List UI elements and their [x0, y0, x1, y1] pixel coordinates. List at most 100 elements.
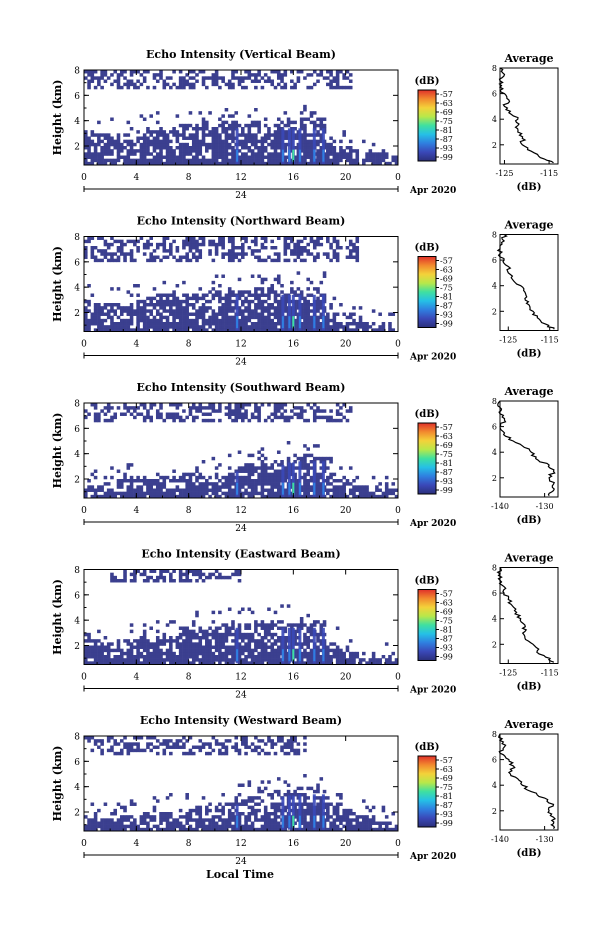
echo-cell — [116, 482, 121, 486]
echo-cell — [191, 751, 196, 756]
echo-cell — [293, 488, 297, 492]
echo-cell — [146, 303, 150, 307]
echo-cell — [182, 242, 186, 247]
echo-cell — [348, 661, 353, 665]
echo-cell — [195, 149, 199, 153]
echo-cell — [188, 736, 193, 740]
average-frame — [499, 234, 559, 331]
echo-cell — [293, 636, 297, 640]
echo-cell — [276, 277, 281, 282]
strong-echo-streak — [287, 462, 291, 497]
echo-cell — [263, 315, 268, 320]
echo-cell — [267, 472, 271, 477]
echo-cell — [270, 328, 275, 332]
echo-cell — [247, 403, 252, 407]
echo-cell — [136, 161, 140, 166]
echo-cell — [103, 821, 108, 825]
echo-cell — [273, 133, 278, 137]
echo-cell — [188, 296, 193, 301]
echo-cell — [296, 155, 301, 159]
echo-cell — [355, 494, 360, 499]
echo-cell — [388, 325, 392, 329]
echo-cell — [263, 463, 268, 467]
echo-cell — [247, 139, 252, 144]
echo-cell — [110, 303, 114, 307]
echo-cell — [276, 315, 281, 320]
echo-cell — [221, 485, 225, 489]
echo-cell — [129, 152, 134, 156]
echo-cell — [201, 475, 206, 480]
echo-cell — [126, 748, 131, 753]
echo-cell — [257, 466, 261, 470]
echo-cell — [237, 139, 242, 144]
echo-cell — [267, 296, 271, 301]
echo-cell — [218, 152, 222, 156]
echo-cell — [250, 824, 255, 829]
echo-cell — [218, 479, 222, 483]
echo-cell — [214, 575, 219, 580]
echo-cell — [247, 453, 252, 458]
echo-cell — [152, 315, 157, 320]
echo-cell — [123, 155, 127, 159]
echo-cell — [296, 812, 301, 816]
echo-cell — [126, 485, 131, 489]
echo-cell — [195, 827, 199, 832]
colorbar-unit: (dB) — [415, 243, 440, 254]
echo-cell — [162, 661, 167, 665]
echo-cell — [227, 258, 232, 263]
echo-cell — [299, 158, 304, 163]
echo-cell — [211, 309, 216, 313]
echo-cell — [129, 648, 134, 653]
echo-cell — [214, 152, 219, 156]
echo-cell — [247, 796, 252, 800]
echo-cell — [214, 742, 219, 746]
echo-cell — [273, 815, 278, 819]
echo-cell — [110, 318, 114, 323]
echo-cell — [267, 158, 271, 163]
echo-cell — [260, 158, 265, 163]
echo-cell — [309, 827, 314, 832]
echo-cell — [201, 328, 206, 332]
echo-cell — [306, 152, 310, 156]
echo-cell — [273, 658, 278, 662]
echo-cell — [263, 479, 268, 483]
echo-cell — [381, 494, 386, 499]
colorbar-tick-label: -93 — [440, 477, 453, 486]
echo-cell — [391, 158, 396, 163]
echo-cell — [159, 152, 163, 156]
echo-cell — [355, 158, 360, 163]
echo-cell — [201, 239, 206, 244]
echo-cell — [260, 315, 265, 320]
echo-cell — [198, 127, 203, 131]
echo-cell — [116, 79, 121, 83]
echo-cell — [182, 479, 186, 483]
echo-cell — [231, 645, 235, 649]
echo-cell — [270, 651, 275, 656]
echo-cell — [100, 322, 104, 326]
echo-cell — [303, 824, 307, 829]
strong-echo-core — [236, 482, 239, 495]
echo-cell — [195, 249, 199, 253]
echo-cell — [90, 142, 95, 147]
echo-cell — [254, 406, 258, 410]
echo-cell — [175, 306, 180, 310]
echo-cell — [283, 158, 288, 163]
echo-cell — [309, 133, 314, 137]
echo-cell — [211, 658, 216, 662]
echo-cell — [93, 152, 98, 156]
echo-cell — [306, 309, 310, 313]
echo-cell — [191, 322, 196, 326]
echo-cell — [205, 127, 209, 131]
echo-cell — [241, 403, 245, 407]
echo-cell — [290, 249, 294, 253]
echo-cell — [221, 120, 225, 125]
echo-cell — [250, 325, 255, 329]
echo-cell — [146, 149, 150, 153]
echo-cell — [221, 322, 225, 326]
echo-cell — [182, 494, 186, 499]
echo-cell — [293, 406, 297, 410]
echo-cell — [316, 658, 320, 662]
echo-cell — [388, 488, 392, 492]
echo-cell — [136, 299, 140, 304]
echo-cell — [208, 306, 212, 310]
